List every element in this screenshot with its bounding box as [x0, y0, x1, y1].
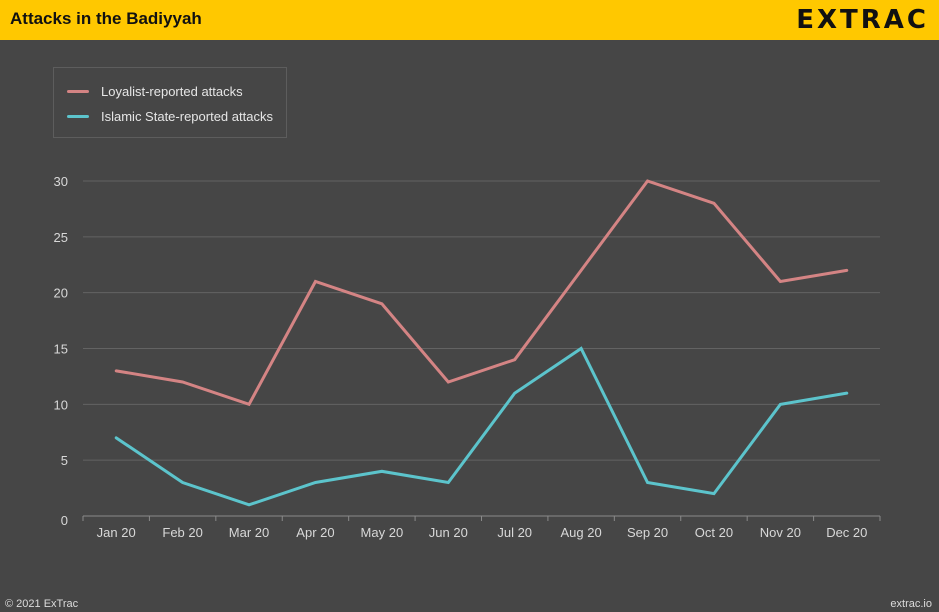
- legend-item-islamic-state: Islamic State-reported attacks: [67, 106, 273, 126]
- x-tick-label: Nov 20: [760, 525, 801, 540]
- legend-item-loyalist: Loyalist-reported attacks: [67, 81, 243, 101]
- x-tick-label: Oct 20: [695, 525, 733, 540]
- y-tick-label: 20: [54, 286, 68, 301]
- x-tick-label: Apr 20: [296, 525, 334, 540]
- x-tick-label: Dec 20: [826, 525, 867, 540]
- copyright-text: © 2021 ExTrac: [5, 598, 79, 610]
- y-tick-label: 5: [61, 453, 68, 468]
- y-tick-label: 10: [54, 397, 68, 412]
- x-tick-label: Jun 20: [429, 525, 468, 540]
- x-tick-label: Jul 20: [497, 525, 532, 540]
- series-line-loyalist: [114, 179, 849, 407]
- x-tick-label: Feb 20: [162, 525, 202, 540]
- x-tick-label: Mar 20: [229, 525, 269, 540]
- series-line-islamic-state: [114, 346, 849, 507]
- y-tick-label: 15: [54, 342, 68, 357]
- legend-label-loyalist: Loyalist-reported attacks: [101, 83, 243, 99]
- y-tick-label: 0: [61, 513, 68, 528]
- y-tick-label: 25: [54, 230, 68, 245]
- legend-swatch-loyalist: [67, 89, 89, 93]
- x-tick-label: Aug 20: [561, 525, 602, 540]
- x-tick-label: Sep 20: [627, 525, 668, 540]
- legend-label-islamic-state: Islamic State-reported attacks: [101, 108, 273, 124]
- y-tick-label: 30: [54, 174, 68, 189]
- chart-legend: Loyalist-reported attacks Islamic State-…: [53, 67, 287, 138]
- legend-swatch-islamic-state: [67, 114, 89, 118]
- site-link[interactable]: extrac.io: [890, 598, 932, 610]
- extrac-logo: EXTRAC: [796, 5, 929, 35]
- page-title: Attacks in the Badiyyah: [10, 9, 202, 28]
- x-tick-label: Jan 20: [97, 525, 136, 540]
- x-tick-label: May 20: [361, 525, 404, 540]
- header-bar: Attacks in the Badiyyah EXTRAC: [0, 0, 939, 40]
